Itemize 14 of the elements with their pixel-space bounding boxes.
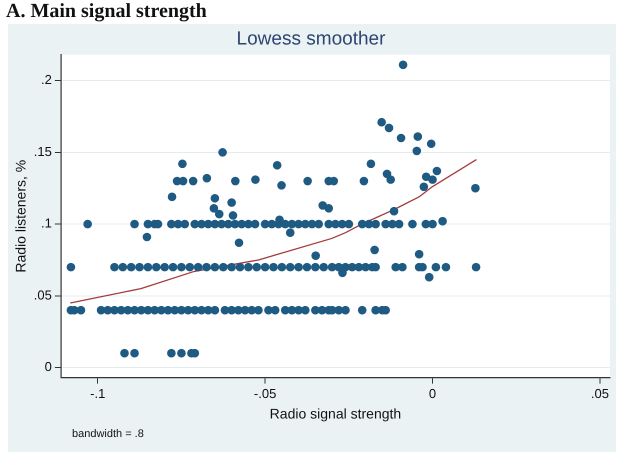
x-axis-title: Radio signal strength — [270, 405, 402, 422]
y-tick-label: 0 — [44, 359, 52, 374]
x-tick-label: 0 — [428, 386, 436, 401]
x-tick-label: -.05 — [254, 386, 276, 401]
y-tick-label: .2 — [41, 72, 52, 88]
y-axis-title: Radio listeners, % — [12, 160, 28, 273]
text: bandwidth = .8 — [72, 428, 144, 440]
chart-subtitle: Lowess smoother — [236, 28, 386, 50]
y-tick-label: .1 — [41, 216, 52, 231]
x-tick-label: .05 — [590, 386, 609, 401]
y-tick-label: .15 — [34, 144, 52, 159]
y-tick-label: .05 — [34, 287, 52, 302]
chart-title: A. Main signal strength — [5, 0, 208, 22]
x-tick-label: -.1 — [90, 386, 106, 401]
